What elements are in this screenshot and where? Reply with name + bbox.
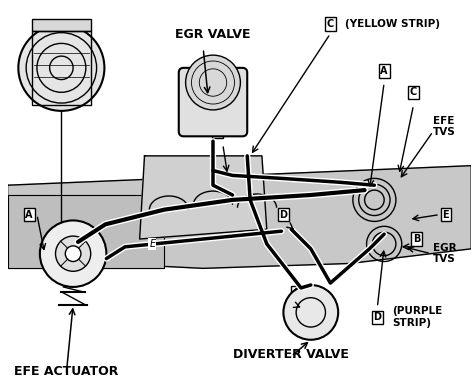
Polygon shape bbox=[8, 166, 471, 268]
Circle shape bbox=[18, 25, 104, 111]
Bar bbox=[32, 31, 91, 105]
Circle shape bbox=[65, 246, 81, 262]
Circle shape bbox=[186, 55, 240, 110]
Circle shape bbox=[55, 236, 91, 271]
Text: B: B bbox=[413, 234, 420, 244]
Circle shape bbox=[40, 220, 106, 287]
Bar bbox=[32, 19, 91, 31]
Polygon shape bbox=[140, 156, 267, 239]
Text: (PURPLE
STRIP): (PURPLE STRIP) bbox=[392, 307, 442, 328]
Polygon shape bbox=[8, 195, 164, 268]
Text: E: E bbox=[442, 209, 449, 220]
Text: C: C bbox=[410, 87, 417, 97]
Text: EFE
TVS: EFE TVS bbox=[433, 116, 456, 137]
Text: EGR
TVS: EGR TVS bbox=[433, 243, 457, 264]
FancyBboxPatch shape bbox=[179, 68, 247, 136]
Text: C: C bbox=[327, 19, 334, 29]
Circle shape bbox=[283, 285, 338, 340]
Text: EGR VALVE: EGR VALVE bbox=[175, 28, 251, 41]
Text: E: E bbox=[149, 239, 155, 249]
Text: D: D bbox=[279, 209, 287, 220]
Text: D: D bbox=[374, 312, 381, 322]
Text: DIVERTER VALVE: DIVERTER VALVE bbox=[233, 348, 349, 361]
Text: B: B bbox=[214, 126, 221, 136]
Text: C: C bbox=[292, 288, 300, 298]
Text: (YELLOW STRIP): (YELLOW STRIP) bbox=[345, 19, 440, 29]
Text: EFE ACTUATOR: EFE ACTUATOR bbox=[14, 365, 118, 378]
Text: A: A bbox=[381, 66, 388, 76]
Text: A: A bbox=[25, 209, 33, 220]
